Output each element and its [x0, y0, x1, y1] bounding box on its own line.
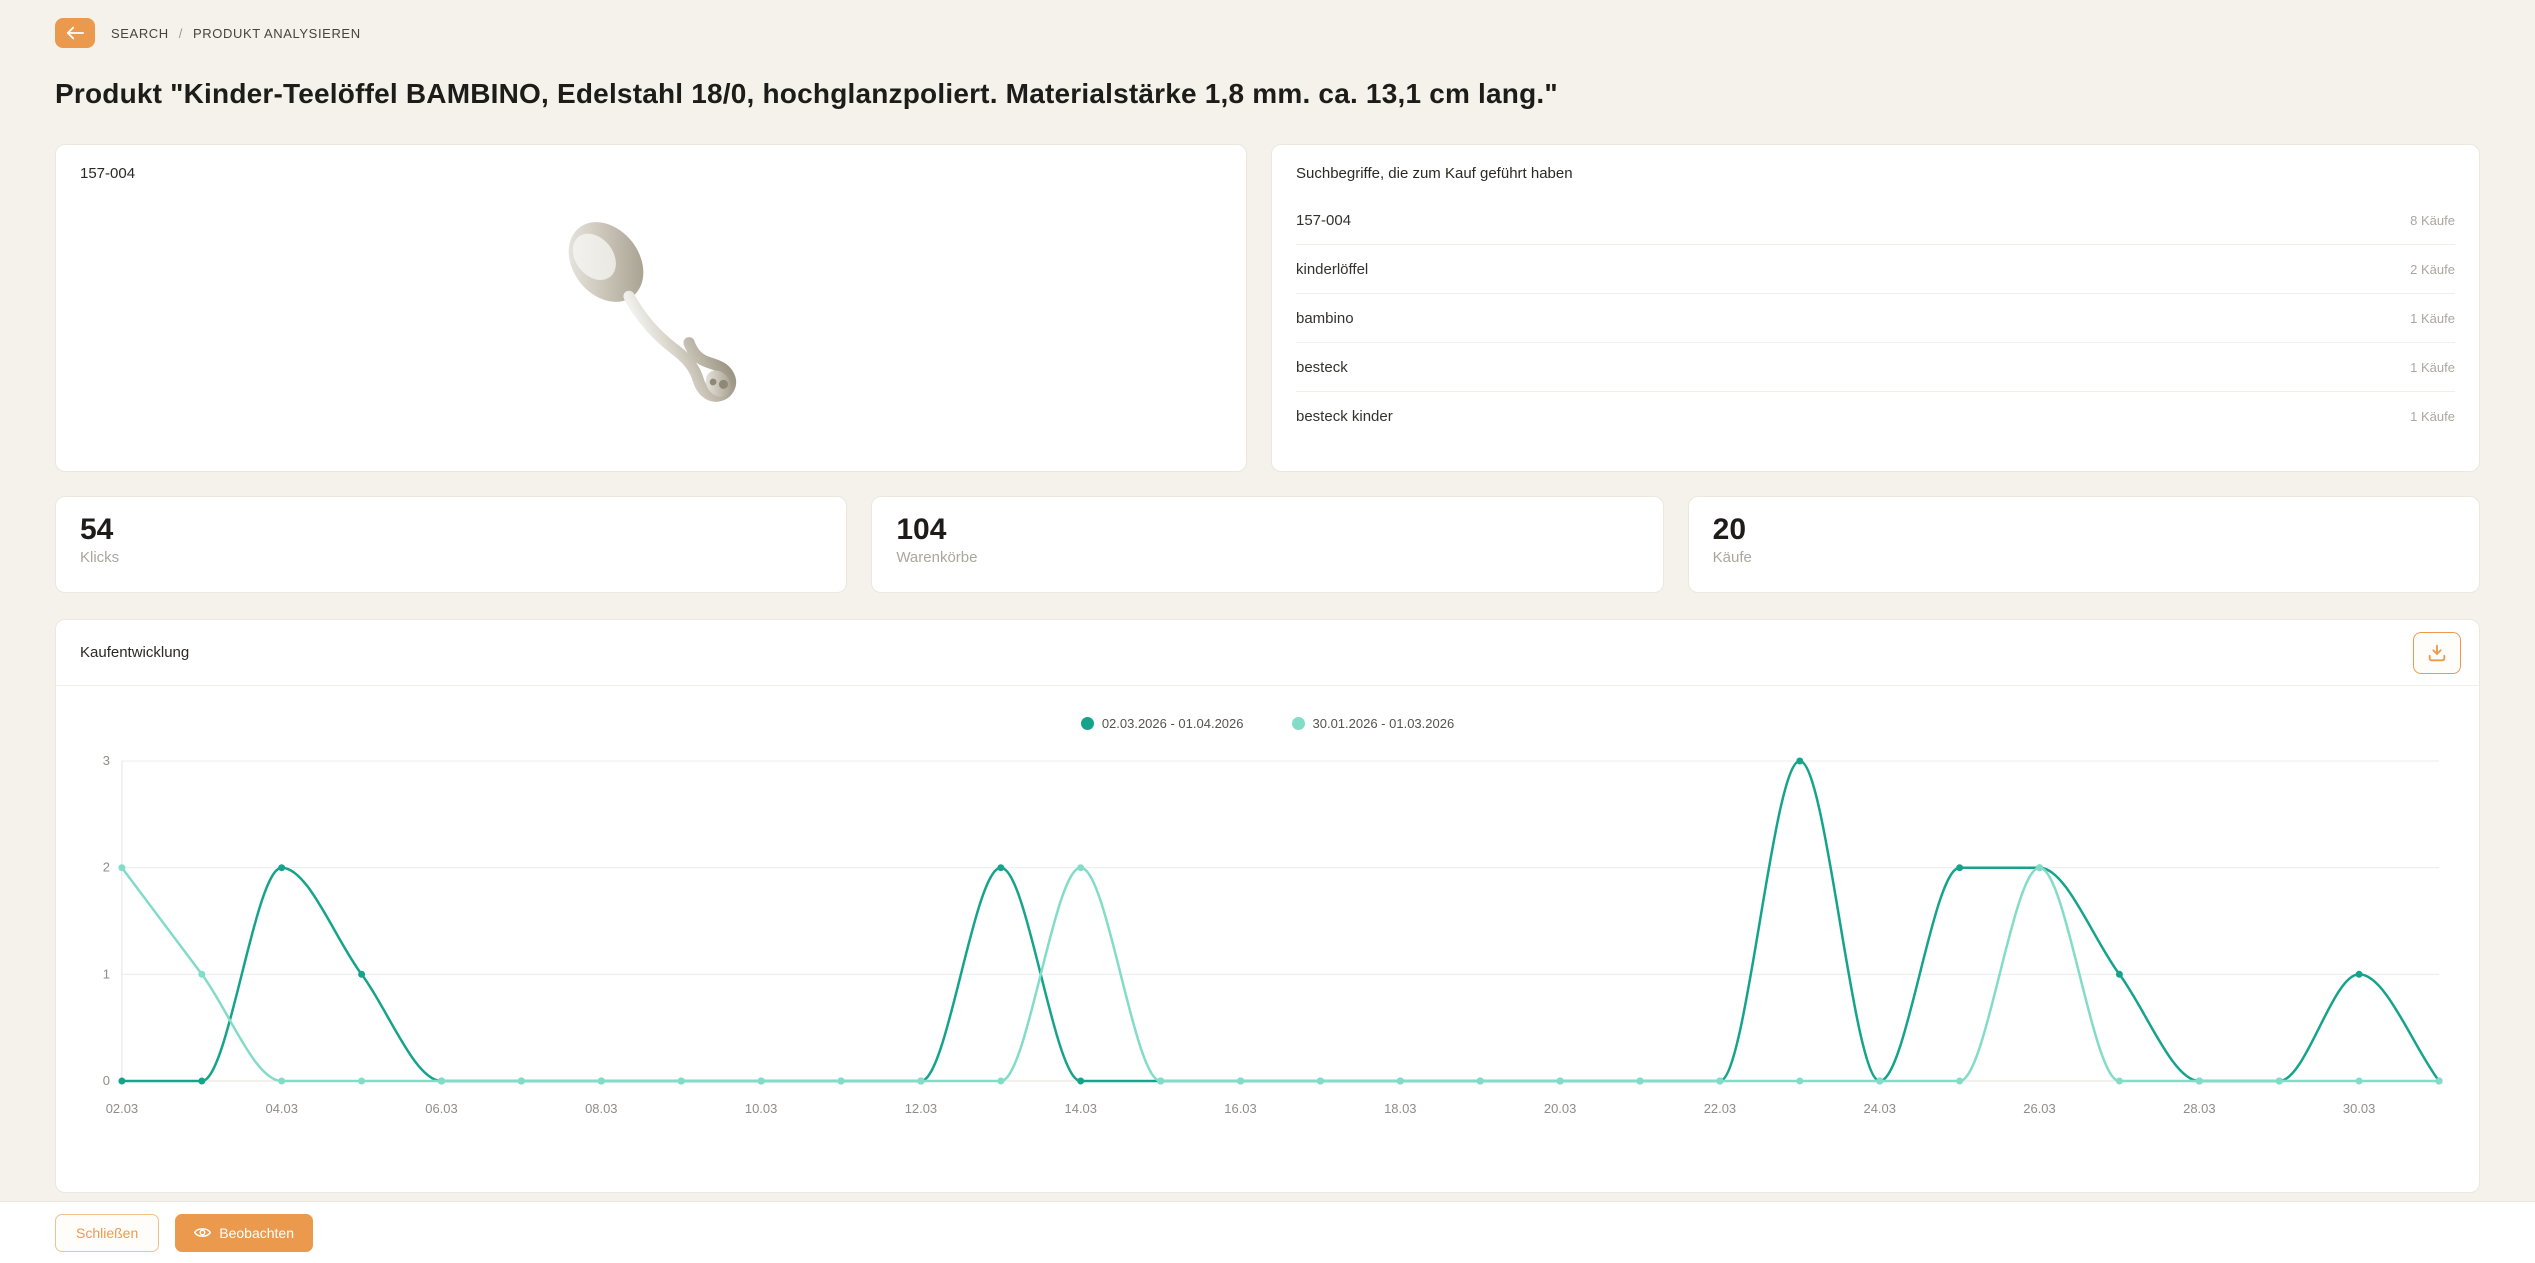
search-term-count: 1 Käufe — [2410, 310, 2455, 326]
svg-text:02.03: 02.03 — [106, 1101, 138, 1116]
product-image — [56, 179, 1246, 465]
search-term: 157-004 — [1296, 211, 1352, 229]
stat-label: Klicks — [80, 549, 120, 566]
arrow-left-icon — [66, 26, 84, 40]
line-chart: 0 1 2 3 02.03 04.03 06.03 08.03 10.03 12.03 14.03 1… — [103, 753, 2443, 1116]
svg-text:26.03: 26.03 — [2023, 1101, 2055, 1116]
search-term-count: 2 Käufe — [2410, 261, 2455, 277]
breadcrumb-separator: / — [178, 25, 183, 41]
svg-text:10.03: 10.03 — [745, 1101, 777, 1116]
stat-value: 54 — [80, 513, 114, 546]
search-term: besteck — [1296, 358, 1348, 376]
search-term-count: 8 Käufe — [2410, 212, 2455, 228]
breadcrumb-item-current: PRODUKT ANALYSIEREN — [193, 25, 361, 41]
breadcrumb-item-search[interactable]: SEARCH — [111, 25, 169, 41]
svg-text:22.03: 22.03 — [1704, 1101, 1736, 1116]
search-terms-list: 157-004 8 Käufe kinderlöffel 2 Käufe bambino… — [1296, 196, 2455, 441]
watch-button-label: Beobachten — [219, 1224, 294, 1241]
stat-card: 104 Warenkörbe — [871, 496, 1664, 593]
download-icon — [2428, 644, 2446, 662]
footer-bar: Schließen Beobachten — [0, 1201, 2535, 1263]
search-term: besteck kinder — [1296, 408, 1393, 425]
svg-text:28.03: 28.03 — [2183, 1101, 2215, 1116]
breadcrumb: SEARCH / PRODUKT ANALYSIEREN — [111, 26, 361, 41]
chart-legend: 02.03.2026 - 01.04.2026 30.01.2026 - 01.0… — [80, 716, 2455, 731]
chart-body: 02.03.2026 - 01.04.2026 30.01.2026 - 01.0… — [56, 686, 2479, 1125]
legend-dot — [1080, 717, 1094, 730]
stat-card: 54 Klicks — [55, 496, 848, 593]
chart-card: Kaufentwicklung 02.03.2026 - 01.04.2026 3… — [55, 619, 2480, 1193]
stat-value: 104 — [896, 513, 947, 546]
svg-text:18.03: 18.03 — [1384, 1101, 1416, 1116]
stat-label: Warenkörbe — [896, 549, 978, 566]
svg-text:14.03: 14.03 — [1065, 1101, 1097, 1116]
svg-text:0: 0 — [103, 1073, 110, 1088]
svg-text:20.03: 20.03 — [1544, 1101, 1576, 1116]
top-bar: SEARCH / PRODUKT ANALYSIEREN — [0, 0, 2535, 48]
search-term-row: besteck kinder 1 Käufe — [1296, 392, 2455, 441]
watch-button[interactable]: Beobachten — [175, 1213, 313, 1252]
svg-text:2: 2 — [103, 860, 110, 875]
svg-text:24.03: 24.03 — [1864, 1101, 1896, 1116]
search-term-count: 1 Käufe — [2410, 409, 2455, 424]
legend-label: 02.03.2026 - 01.04.2026 — [1101, 716, 1244, 731]
svg-text:12.03: 12.03 — [905, 1101, 937, 1116]
search-term-row: besteck 1 Käufe — [1296, 343, 2455, 392]
stat-value: 20 — [1712, 513, 1747, 546]
svg-text:04.03: 04.03 — [265, 1101, 297, 1116]
legend-label: 30.01.2026 - 01.03.2026 — [1312, 716, 1455, 731]
page-title: Produkt "Kinder-Teelöffel BAMBINO, Edels… — [55, 78, 1558, 109]
svg-text:3: 3 — [103, 753, 110, 768]
svg-text:16.03: 16.03 — [1224, 1101, 1256, 1116]
search-term: kinderlöffel — [1296, 260, 1369, 278]
svg-text:06.03: 06.03 — [425, 1101, 457, 1116]
search-term-row: 157-004 8 Käufe — [1296, 196, 2455, 245]
chart-header: Kaufentwicklung — [56, 620, 2479, 686]
search-term: bambino — [1296, 309, 1354, 327]
search-term-row: bambino 1 Käufe — [1296, 294, 2455, 343]
search-term-count: 1 Käufe — [2410, 359, 2455, 375]
chart-title: Kaufentwicklung — [80, 644, 190, 661]
stat-card: 20 Käufe — [1687, 496, 2480, 593]
download-button[interactable] — [2413, 632, 2461, 674]
search-terms-card: Suchbegriffe, die zum Kauf geführt haben… — [1271, 144, 2480, 472]
svg-text:08.03: 08.03 — [585, 1101, 617, 1116]
legend-item[interactable]: 30.01.2026 - 01.03.2026 — [1291, 716, 1455, 731]
svg-text:30.03: 30.03 — [2343, 1101, 2375, 1116]
search-terms-title: Suchbegriffe, die zum Kauf geführt haben — [1296, 165, 1573, 182]
eye-icon — [194, 1228, 212, 1237]
close-button[interactable]: Schließen — [55, 1213, 160, 1252]
product-sku: 157-004 — [80, 165, 136, 182]
legend-dot — [1291, 717, 1305, 730]
spoon-image — [568, 222, 737, 402]
search-term-row: kinderlöffel 2 Käufe — [1296, 245, 2455, 294]
svg-text:1: 1 — [103, 966, 110, 981]
back-button[interactable] — [55, 18, 95, 48]
legend-item[interactable]: 02.03.2026 - 01.04.2026 — [1080, 716, 1244, 731]
product-card: 157-004 — [55, 144, 1247, 472]
stat-label: Käufe — [1712, 549, 1752, 566]
stats-row: 54 Klicks 104 Warenkörbe 20 Käufe — [55, 496, 2480, 593]
